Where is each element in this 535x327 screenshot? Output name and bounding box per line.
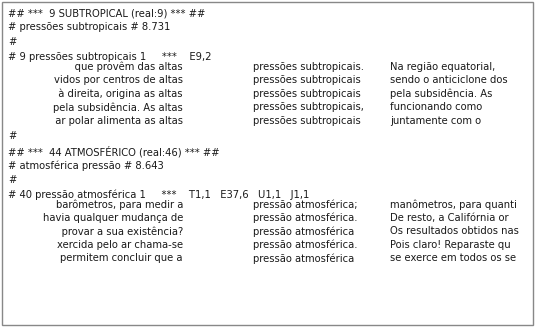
Text: pressões subtropicais,: pressões subtropicais, <box>253 102 364 112</box>
Text: ## ***  9 SUBTROPICAL (real:9) *** ##: ## *** 9 SUBTROPICAL (real:9) *** ## <box>8 8 205 18</box>
Text: juntamente com o: juntamente com o <box>390 116 481 126</box>
Text: Na região equatorial,: Na região equatorial, <box>390 62 495 72</box>
Text: # 9 pressões subtropicais 1     ***    E9,2: # 9 pressões subtropicais 1 *** E9,2 <box>8 51 211 61</box>
Text: #: # <box>8 131 17 141</box>
Text: ar polar alimenta as altas: ar polar alimenta as altas <box>49 116 183 126</box>
Text: vidos por centros de altas: vidos por centros de altas <box>54 75 183 85</box>
Text: barômetros, para medir a: barômetros, para medir a <box>56 199 183 210</box>
Text: pressões subtropicais: pressões subtropicais <box>253 75 361 85</box>
Text: #: # <box>8 175 17 185</box>
Text: pela subsidência. As altas: pela subsidência. As altas <box>54 102 183 112</box>
Text: funcionando como: funcionando como <box>390 102 482 112</box>
Text: Pois claro! Reparaste qu: Pois claro! Reparaste qu <box>390 240 510 250</box>
Text: ## ***  44 ATMOSFÉRICO (real:46) *** ##: ## *** 44 ATMOSFÉRICO (real:46) *** ## <box>8 146 220 157</box>
Text: Os resultados obtidos nas: Os resultados obtidos nas <box>390 226 519 236</box>
Text: pressão atmosférica.: pressão atmosférica. <box>253 240 357 250</box>
Text: que provêm das altas: que provêm das altas <box>59 62 183 72</box>
Text: pressão atmosférica: pressão atmosférica <box>253 226 354 237</box>
Text: pressões subtropicais: pressões subtropicais <box>253 116 361 126</box>
Text: permitem concluir que a: permitem concluir que a <box>60 253 183 263</box>
Text: pressões subtropicais.: pressões subtropicais. <box>253 62 364 72</box>
Text: # atmosférica pressão # 8.643: # atmosférica pressão # 8.643 <box>8 160 164 171</box>
Text: provar a sua existência?: provar a sua existência? <box>46 226 183 237</box>
Text: pressão atmosférica: pressão atmosférica <box>253 253 354 264</box>
Text: # 40 pressão atmosférica 1     ***    T1,1   E37,6   U1,1   J1,1: # 40 pressão atmosférica 1 *** T1,1 E37,… <box>8 189 309 200</box>
Text: sendo o anticiclone dos: sendo o anticiclone dos <box>390 75 508 85</box>
Text: xercida pelo ar chama-se: xercida pelo ar chama-se <box>57 240 183 250</box>
Text: havia qualquer mudança de: havia qualquer mudança de <box>43 213 183 223</box>
Text: pela subsidência. As: pela subsidência. As <box>390 89 492 99</box>
Text: #: # <box>8 37 17 47</box>
Text: pressão atmosférica;: pressão atmosférica; <box>253 199 357 210</box>
Text: se exerce em todos os se: se exerce em todos os se <box>390 253 516 263</box>
Text: à direita, origina as altas: à direita, origina as altas <box>52 89 183 99</box>
Text: pressões subtropicais: pressões subtropicais <box>253 89 361 99</box>
Text: De resto, a Califórnia or: De resto, a Califórnia or <box>390 213 509 223</box>
Text: pressão atmosférica.: pressão atmosférica. <box>253 213 357 223</box>
Text: manômetros, para quanti: manômetros, para quanti <box>390 199 517 210</box>
Text: # pressões subtropicais # 8.731: # pressões subtropicais # 8.731 <box>8 23 170 32</box>
